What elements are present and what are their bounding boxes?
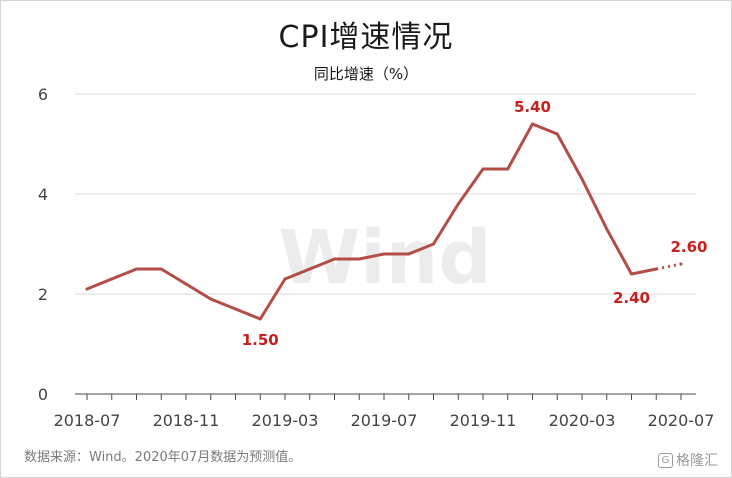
data-point bbox=[85, 287, 89, 291]
data-label: 5.40 bbox=[514, 98, 551, 116]
x-tick-label: 2020-07 bbox=[648, 411, 715, 430]
y-tick-label: 0 bbox=[38, 385, 48, 404]
y-tick-label: 4 bbox=[38, 185, 48, 204]
x-tick-label: 2018-07 bbox=[54, 411, 121, 430]
y-axis-label: 同比增速（%） bbox=[313, 65, 419, 83]
x-tick-label: 2019-03 bbox=[252, 411, 319, 430]
data-point bbox=[555, 132, 559, 136]
data-point bbox=[258, 317, 262, 321]
x-tick-label: 2020-03 bbox=[549, 411, 616, 430]
data-point bbox=[135, 267, 138, 271]
x-tick-label: 2019-11 bbox=[450, 411, 517, 430]
data-point bbox=[407, 252, 411, 256]
data-point bbox=[159, 267, 163, 271]
data-point bbox=[184, 282, 188, 286]
x-tick-label: 2019-07 bbox=[351, 411, 418, 430]
data-label: 2.60 bbox=[670, 238, 707, 256]
watermark-text: Wind bbox=[279, 215, 492, 301]
brand-mark-icon: G bbox=[658, 452, 673, 468]
data-point bbox=[679, 262, 683, 266]
data-point bbox=[333, 257, 336, 261]
data-point bbox=[209, 297, 213, 301]
brand-logo: G 格隆汇 bbox=[658, 450, 718, 470]
data-point bbox=[110, 277, 114, 281]
data-point bbox=[308, 267, 312, 271]
data-label: 1.50 bbox=[242, 331, 279, 349]
y-tick-label: 6 bbox=[38, 85, 48, 104]
data-point bbox=[283, 277, 287, 281]
data-point bbox=[456, 202, 460, 206]
data-point bbox=[506, 167, 510, 171]
brand-name: 格隆汇 bbox=[676, 453, 718, 469]
x-tick-label: 2018-11 bbox=[153, 411, 220, 430]
forecast-segment bbox=[655, 262, 682, 271]
data-point bbox=[234, 307, 237, 311]
data-point bbox=[382, 252, 386, 256]
data-point bbox=[357, 257, 361, 261]
series-line bbox=[85, 122, 658, 321]
data-point bbox=[481, 167, 485, 171]
data-label: 2.40 bbox=[613, 289, 650, 307]
y-tick-label: 2 bbox=[38, 285, 48, 304]
data-point bbox=[605, 227, 609, 231]
data-point bbox=[654, 267, 658, 271]
chart-title: CPI增速情况 bbox=[278, 20, 454, 55]
data-point bbox=[580, 177, 584, 181]
data-point bbox=[630, 272, 633, 276]
source-note: 数据来源：Wind。2020年07月数据为预测值。 bbox=[24, 450, 302, 465]
data-point bbox=[531, 122, 534, 126]
data-point bbox=[432, 242, 435, 246]
